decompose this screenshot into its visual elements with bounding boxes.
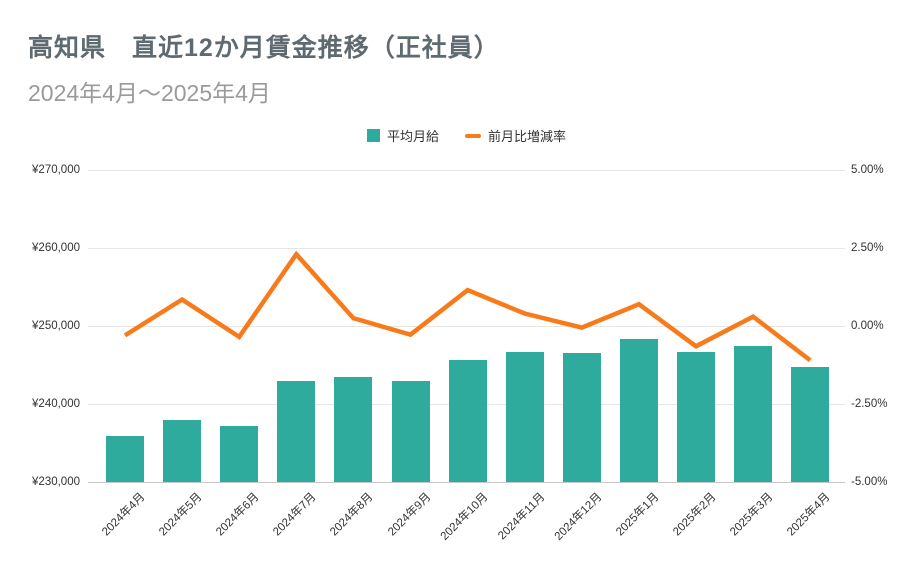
bar-2024年9月: [391, 381, 430, 482]
bar-2024年6月: [220, 425, 259, 482]
line-series-swatch-icon: [465, 133, 481, 138]
page-title: 高知県 直近12か月賃金推移（正社員）: [28, 34, 500, 62]
bar-2024年8月: [334, 376, 373, 482]
bar-2024年4月: [106, 436, 144, 482]
bar-2024年12月: [562, 352, 601, 482]
y-axis-tick-right: -2.50%: [851, 398, 888, 410]
bar-2025年3月: [734, 345, 773, 482]
y-axis-tick-left: ¥240,000: [32, 398, 80, 410]
legend: 平均月給 前月比増減率: [88, 126, 845, 145]
bar-2025年1月: [619, 339, 658, 482]
legend-item-average-salary: 平均月給: [366, 126, 439, 145]
y-axis-tick-right: 2.50%: [851, 242, 884, 254]
bar-series-swatch-icon: [366, 129, 380, 142]
y-axis-tick-right: 5.00%: [851, 164, 884, 176]
bar-2025年4月: [791, 367, 830, 482]
y-axis-tick-left: ¥270,000: [32, 164, 80, 176]
legend-label-mom-change-rate: 前月比増減率: [488, 129, 567, 144]
y-axis-tick-right: 0.00%: [851, 320, 884, 332]
bar-2024年10月: [448, 359, 487, 482]
y-axis-tick-right: -5.00%: [851, 476, 888, 488]
gridline: [88, 326, 845, 327]
plot-area: 2024年4月 2024年5月 2024年6月 2024年7月 2024年8月 2024年…: [88, 170, 845, 543]
bar-2024年7月: [277, 381, 316, 482]
legend-item-mom-change-rate: 前月比増減率: [465, 126, 566, 145]
bar-2025年2月: [677, 351, 715, 482]
legend-label-average-salary: 平均月給: [386, 129, 439, 144]
y-axis-tick-left: ¥230,000: [32, 476, 80, 488]
y-axis-tick-left: ¥260,000: [32, 242, 80, 254]
bar-2024年11月: [505, 351, 544, 482]
y-axis-tick-left: ¥250,000: [32, 320, 80, 332]
gridline: [88, 248, 845, 249]
x-axis-baseline: [88, 482, 845, 483]
page-subtitle: 2024年4月～2025年4月: [28, 80, 271, 106]
gridline: [88, 170, 845, 171]
bar-2024年5月: [163, 419, 202, 482]
